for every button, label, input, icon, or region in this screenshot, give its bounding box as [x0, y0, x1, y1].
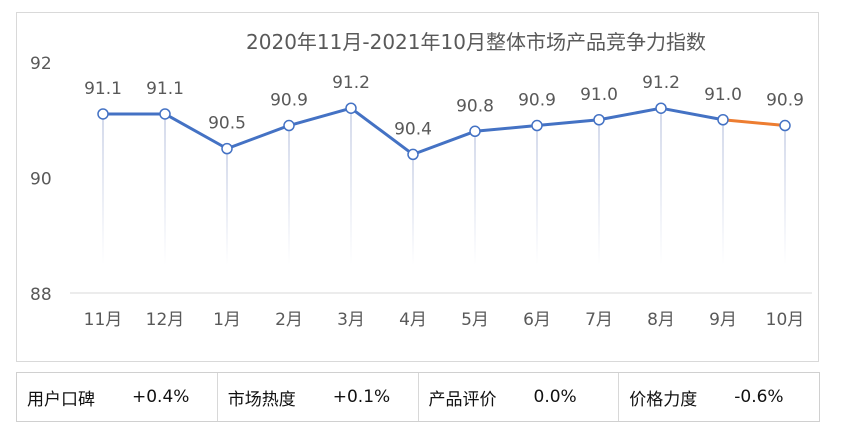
data-point	[221, 142, 233, 155]
drop-line	[536, 125, 538, 266]
data-point	[97, 108, 109, 120]
series-segment	[721, 118, 787, 128]
x-tick-label: 3月	[337, 310, 365, 330]
x-tick-label: 12月	[146, 310, 185, 330]
data-label: 90.9	[518, 91, 556, 111]
x-tick-label: 9月	[709, 310, 737, 330]
series-segment	[287, 106, 353, 128]
data-point	[469, 125, 481, 138]
data-label: 90.4	[394, 119, 432, 139]
data-label: 91.0	[704, 85, 742, 105]
chart-title: 2020年11月-2021年10月整体市场产品竞争力指数	[246, 30, 706, 54]
metric-value: +0.4%	[132, 387, 190, 407]
drop-line	[474, 131, 476, 265]
data-point	[345, 102, 357, 114]
drop-line	[164, 113, 166, 265]
series-segment	[225, 124, 291, 151]
y-tick-label: 92	[30, 54, 52, 74]
drop-line	[784, 125, 786, 266]
series-segment	[473, 124, 539, 133]
drop-line	[102, 113, 104, 265]
data-label: 91.1	[146, 79, 184, 99]
drop-line	[660, 108, 662, 265]
data-label: 90.9	[270, 91, 308, 111]
drop-line	[412, 154, 414, 265]
x-tick-label: 11月	[84, 310, 123, 330]
metric-cell: 价格力度 -0.6%	[619, 373, 819, 421]
metric-cell: 市场热度 +0.1%	[218, 373, 419, 421]
metric-value: -0.6%	[734, 387, 784, 407]
metric-label: 产品评价	[428, 389, 497, 410]
drop-line	[288, 125, 290, 266]
y-tick-label: 88	[30, 285, 52, 305]
metric-cell: 产品评价 0.0%	[419, 373, 620, 421]
x-tick-label: 1月	[213, 310, 241, 330]
data-label: 91.2	[332, 73, 370, 93]
series-segment	[411, 129, 477, 156]
metric-value: 0.0%	[533, 387, 577, 407]
series-segment	[597, 106, 663, 122]
data-label: 90.8	[456, 96, 494, 116]
x-tick-label: 4月	[399, 310, 427, 330]
data-point	[531, 119, 543, 132]
data-point	[283, 119, 295, 132]
x-tick-label: 8月	[647, 310, 675, 330]
x-tick-label: 5月	[461, 310, 489, 330]
drop-line	[226, 148, 228, 265]
data-point	[717, 114, 729, 126]
data-label: 91.2	[642, 73, 680, 93]
data-point	[779, 119, 791, 132]
drop-line	[598, 119, 600, 265]
series-segment	[349, 106, 415, 156]
chart-frame	[16, 12, 819, 362]
metric-value: +0.1%	[332, 387, 391, 407]
drop-line	[722, 119, 724, 265]
data-point	[407, 148, 419, 161]
data-label: 91.0	[580, 85, 618, 105]
drop-line	[350, 108, 352, 265]
series-segment	[163, 112, 229, 151]
series-segment	[535, 118, 601, 128]
data-label: 91.1	[84, 79, 122, 99]
metric-label: 用户口碑	[27, 389, 95, 410]
x-tick-label: 2月	[275, 310, 303, 330]
metric-cell: 用户口碑 +0.4%	[17, 373, 218, 421]
series-segment	[659, 106, 725, 122]
x-tick-label: 6月	[523, 310, 551, 330]
data-label: 90.5	[208, 114, 246, 134]
x-tick-label: 10月	[766, 310, 805, 330]
data-point	[593, 114, 605, 126]
metric-label: 市场热度	[227, 389, 296, 410]
line-chart: 2020年11月-2021年10月整体市场产品竞争力指数 88 90 92 91.1…	[30, 30, 812, 330]
data-point	[159, 108, 171, 120]
y-tick-label: 90	[30, 170, 52, 190]
metric-label: 价格力度	[629, 389, 698, 410]
data-point	[655, 102, 667, 114]
metrics-table: 用户口碑 +0.4% 市场热度 +0.1% 产品评价 0.0% 价格力度 -0.6%	[16, 372, 820, 422]
x-tick-label: 7月	[585, 310, 613, 330]
data-label: 90.9	[766, 91, 804, 111]
